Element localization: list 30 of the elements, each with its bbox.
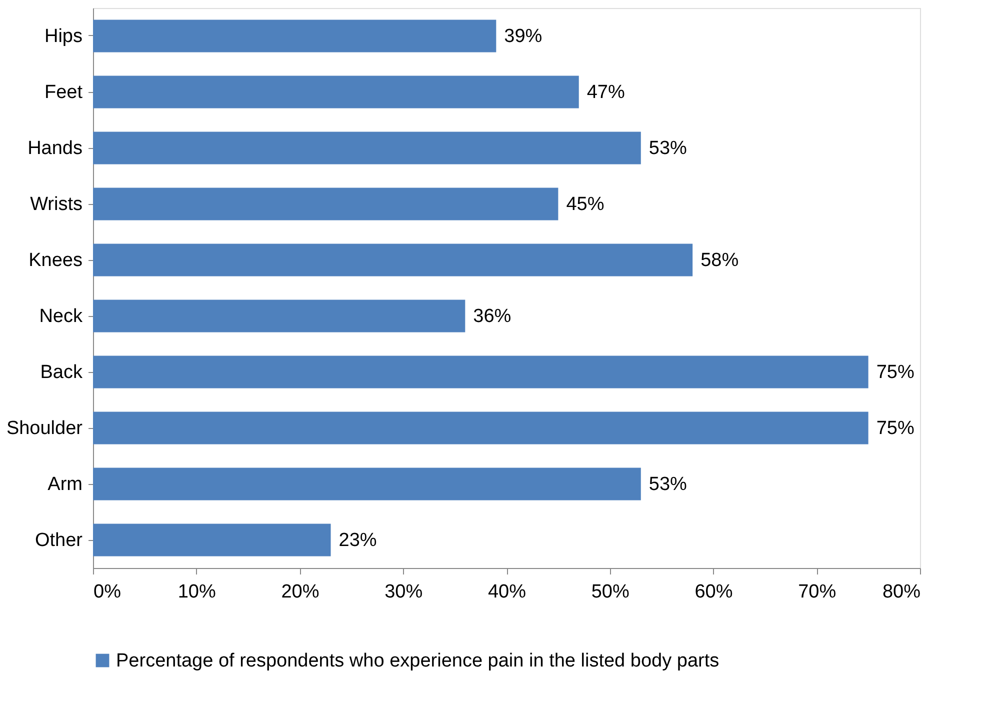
data-label: 58% bbox=[700, 250, 739, 271]
x-tick-label: 0% bbox=[94, 582, 122, 602]
y-tick-label: Hands bbox=[28, 138, 82, 159]
data-label: 45% bbox=[566, 194, 604, 215]
data-label: 75% bbox=[876, 362, 914, 383]
x-tick-label: 80% bbox=[882, 582, 921, 602]
x-tick-label: 40% bbox=[488, 582, 526, 602]
x-tick-label: 50% bbox=[591, 582, 630, 602]
y-tick-label: Neck bbox=[39, 306, 83, 327]
data-label: 53% bbox=[648, 138, 688, 159]
y-tick-label: Shoulder bbox=[6, 418, 84, 439]
x-tick-label: 60% bbox=[694, 582, 733, 602]
y-tick-label: Arm bbox=[48, 474, 82, 495]
data-label: 53% bbox=[648, 474, 688, 495]
y-tick-label: Wrists bbox=[30, 194, 82, 215]
y-tick-label: Knees bbox=[28, 250, 82, 271]
y-tick-label: Feet bbox=[44, 82, 84, 103]
data-label: 36% bbox=[473, 306, 512, 327]
y-tick-label: Other bbox=[34, 530, 84, 551]
x-tick-label: 70% bbox=[798, 582, 836, 602]
data-label: 75% bbox=[876, 418, 914, 439]
data-label: 47% bbox=[586, 82, 625, 103]
legend-label: Percentage of respondents who experience pain in the listed body parts bbox=[116, 650, 720, 672]
data-label: 39% bbox=[504, 26, 542, 47]
data-label: 23% bbox=[338, 530, 377, 551]
x-tick-label: 10% bbox=[178, 582, 216, 602]
y-tick-label: Hips bbox=[44, 26, 82, 47]
x-tick-label: 20% bbox=[281, 582, 320, 602]
x-tick-label: 30% bbox=[384, 582, 423, 602]
y-tick-label: Back bbox=[40, 362, 83, 383]
